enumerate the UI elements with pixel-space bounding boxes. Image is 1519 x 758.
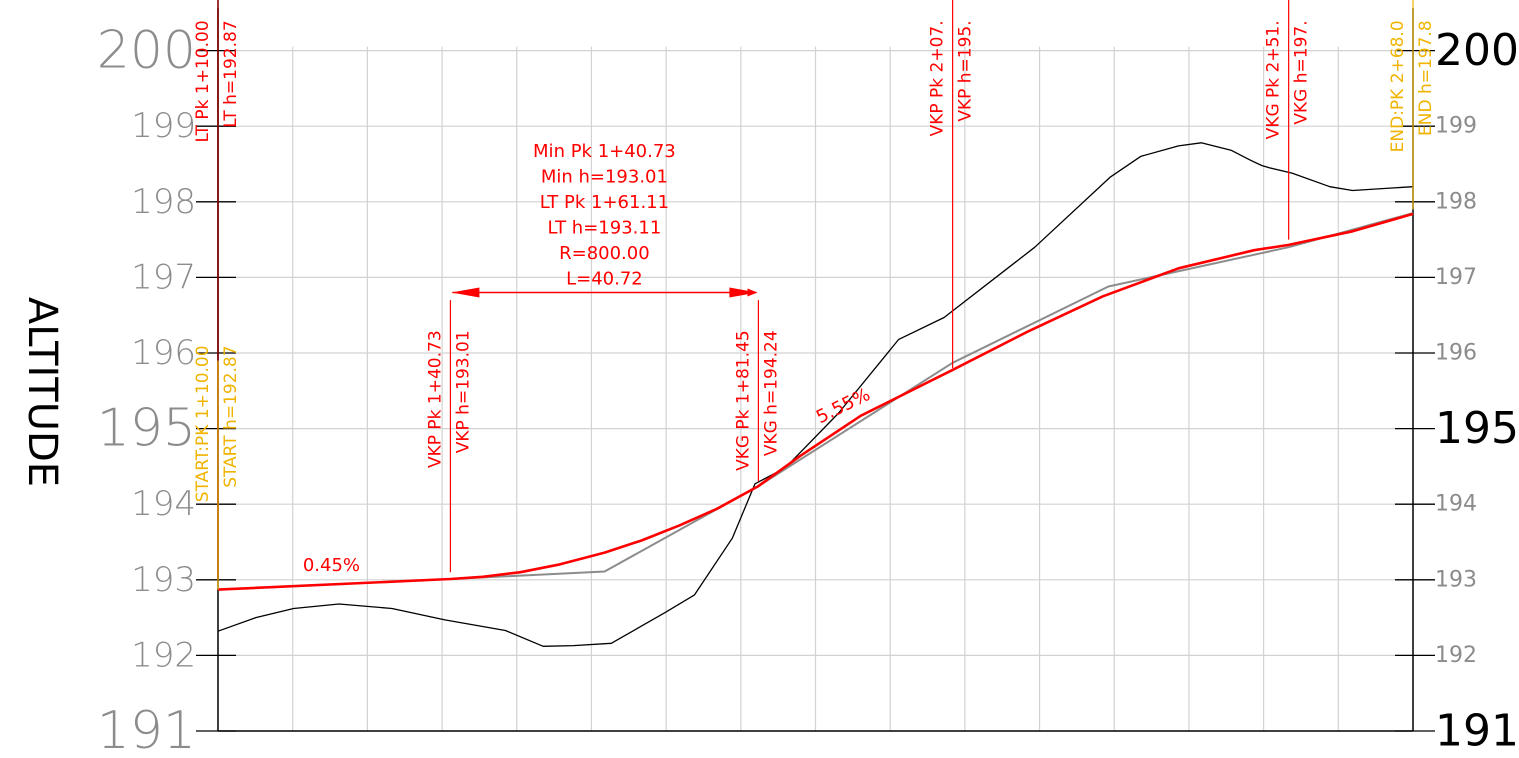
y-tick-label-right: 197 [1435, 265, 1477, 290]
station-label-lt-left: LT h=192.87 [221, 20, 241, 127]
ground-line [217, 142, 1414, 647]
station-label-vkp2: VKP h=195. [956, 20, 976, 121]
station-label-end: END h=197.8 [1416, 20, 1436, 136]
curve-info-line: L=40.72 [566, 269, 643, 290]
y-tick-label-left: 198 [131, 182, 196, 222]
y-tick-label-left: 200 [97, 21, 196, 81]
y-tick-label-right: 200 [1435, 25, 1519, 76]
station-label-start: START h=192.87 [221, 345, 241, 487]
vertical-curve-annotation: Min Pk 1+40.73 Min h=193.01 LT Pk 1+61.11 L… [451, 141, 758, 298]
station-label-vkg1: VKG Pk 1+81.45 [733, 330, 753, 471]
y-tick-label-left: 193 [131, 560, 196, 600]
y-tick-label-right: 194 [1435, 492, 1477, 517]
curve-arrow-head-right [729, 287, 758, 298]
y-tick-label-left: 199 [131, 106, 196, 146]
station-label-vkg2: VKG h=197. [1292, 20, 1312, 124]
curve-info-line: LT Pk 1+61.11 [540, 192, 669, 213]
grade-label: 0.45% [303, 555, 360, 576]
grade-label: 5.55% [813, 384, 874, 428]
y-tick-label-right: 198 [1435, 189, 1477, 214]
curve-info-line: LT h=193.11 [548, 218, 662, 239]
station-label-vkp1: VKP Pk 1+40.73 [425, 330, 445, 468]
y-tick-label-right: 196 [1435, 341, 1477, 366]
design-line [217, 212, 1414, 591]
y-tick-label-right: 199 [1435, 114, 1477, 139]
station-label-end: END:PK 2+68.0 [1388, 20, 1408, 152]
curve-arrow-head-left [451, 287, 480, 298]
y-tick-label-left: 196 [131, 333, 196, 373]
station-label-vkp1: VKP h=193.01 [453, 330, 473, 453]
y-tick-label-right: 195 [1435, 403, 1519, 454]
y-tick-label-left: 192 [131, 635, 196, 675]
y-axis-label: ALTITUDE [19, 297, 65, 487]
y-tick-label-right: 193 [1435, 567, 1477, 592]
station-label-lt-left: LT Pk 1+10.00 [193, 20, 213, 142]
y-tick-label-left: 197 [131, 257, 196, 297]
station-label-vkg2: VKG Pk 2+51. [1264, 20, 1284, 139]
y-tick-label-right: 191 [1435, 706, 1519, 757]
station-label-vkg1: VKG h=194.24 [761, 330, 781, 456]
curve-info-line: Min Pk 1+40.73 [533, 141, 676, 162]
curve-info-line: Min h=193.01 [541, 167, 668, 188]
curve-info-line: R=800.00 [559, 243, 650, 264]
y-axis-ticks: 191 191 192 192 193 193 194 194 195 195 196 196 197 1… [97, 21, 1519, 758]
y-tick-label-left: 194 [131, 484, 196, 524]
station-label-vkp2: VKP Pk 2+07. [928, 20, 948, 136]
y-tick-label-right: 192 [1435, 643, 1477, 668]
y-tick-label-left: 191 [97, 701, 196, 758]
y-tick-label-left: 195 [97, 399, 196, 459]
station-label-start: START:PK 1+10.00 [193, 345, 213, 502]
station-annotations: LT Pk 1+10.00 LT h=192.87 START:PK 1+10.00… [193, 0, 1436, 590]
grid [218, 46, 1413, 731]
